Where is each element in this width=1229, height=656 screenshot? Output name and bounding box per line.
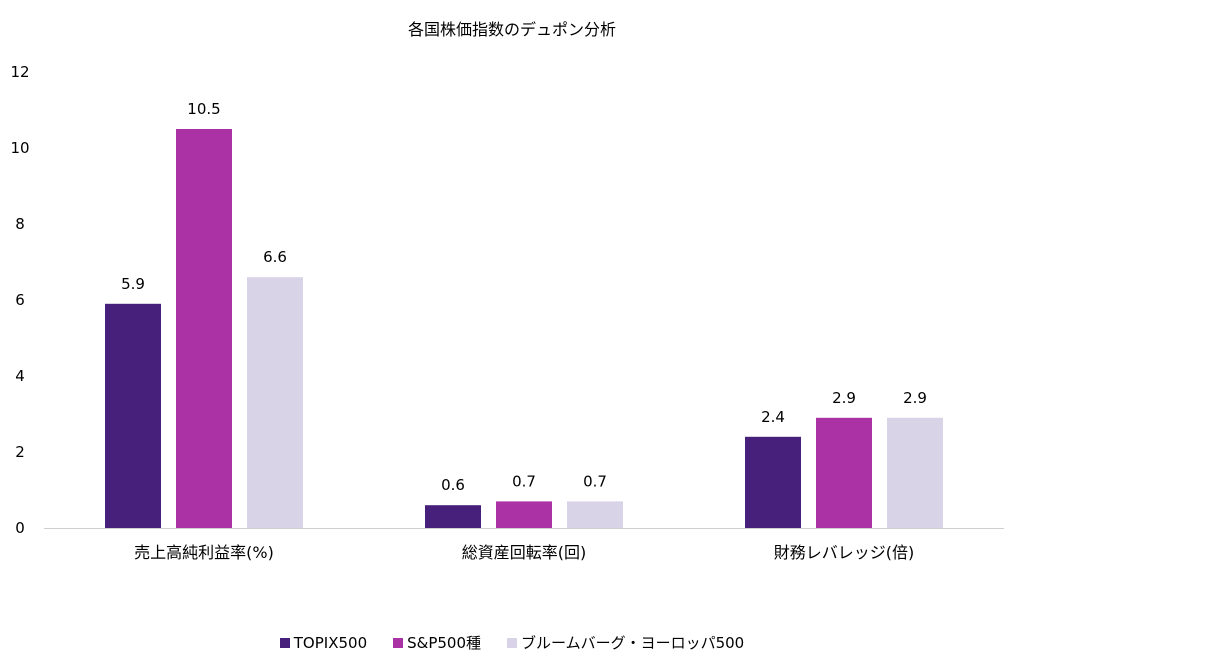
y-axis-ticks: 0 2 4 6 8 10 12	[10, 63, 29, 537]
legend-item: S&P500種	[393, 632, 481, 653]
y-tick-label: 12	[10, 63, 29, 81]
legend-item: ブルームバーグ・ヨーロッパ500	[507, 632, 744, 653]
bar	[887, 417, 943, 528]
bar	[567, 501, 623, 528]
legend-swatch	[279, 637, 290, 648]
y-tick-label: 10	[10, 139, 29, 157]
bar-data-label: 2.9	[832, 389, 856, 407]
bar-data-label: 5.9	[121, 275, 145, 293]
bar	[816, 417, 872, 528]
bar-data-label: 0.7	[512, 472, 536, 490]
bar	[425, 505, 481, 528]
bar-data-label: 6.6	[263, 248, 287, 266]
bar	[176, 129, 232, 528]
y-tick-label: 8	[15, 215, 25, 233]
bar-data-label: 2.4	[761, 408, 785, 426]
category-labels-group: 売上高純利益率(%) 総資産回転率(回) 財務レバレッジ(倍)	[134, 543, 914, 562]
category-label: 財務レバレッジ(倍)	[774, 543, 915, 562]
category-label: 売上高純利益率(%)	[134, 543, 274, 562]
legend: TOPIX500 S&P500種 ブルームバーグ・ヨーロッパ500	[0, 632, 1024, 653]
bars-group	[105, 129, 943, 528]
y-tick-label: 4	[15, 367, 25, 385]
bar	[496, 501, 552, 528]
bar	[247, 277, 303, 528]
bar-labels-group: 5.9 0.6 2.4 10.5 0.7 2.9 6.6 0.7 2.9	[121, 100, 927, 494]
category-label: 総資産回転率(回)	[462, 543, 587, 562]
chart-title: 各国株価指数のデュポン分析	[407, 20, 616, 39]
bar-data-label: 0.6	[441, 476, 465, 494]
legend-swatch	[393, 637, 404, 648]
y-tick-label: 6	[15, 291, 25, 309]
bar	[745, 436, 801, 528]
bar-data-label: 10.5	[187, 100, 220, 118]
bar	[105, 303, 161, 528]
legend-swatch	[507, 637, 518, 648]
bar-data-label: 2.9	[903, 389, 927, 407]
bar-data-label: 0.7	[583, 472, 607, 490]
legend-label: S&P500種	[407, 634, 482, 652]
y-tick-label: 0	[15, 519, 25, 537]
y-tick-label: 2	[15, 443, 25, 461]
legend-item: TOPIX500	[279, 632, 368, 653]
legend-label: ブルームバーグ・ヨーロッパ500	[521, 634, 745, 652]
legend-label: TOPIX500	[293, 633, 368, 652]
